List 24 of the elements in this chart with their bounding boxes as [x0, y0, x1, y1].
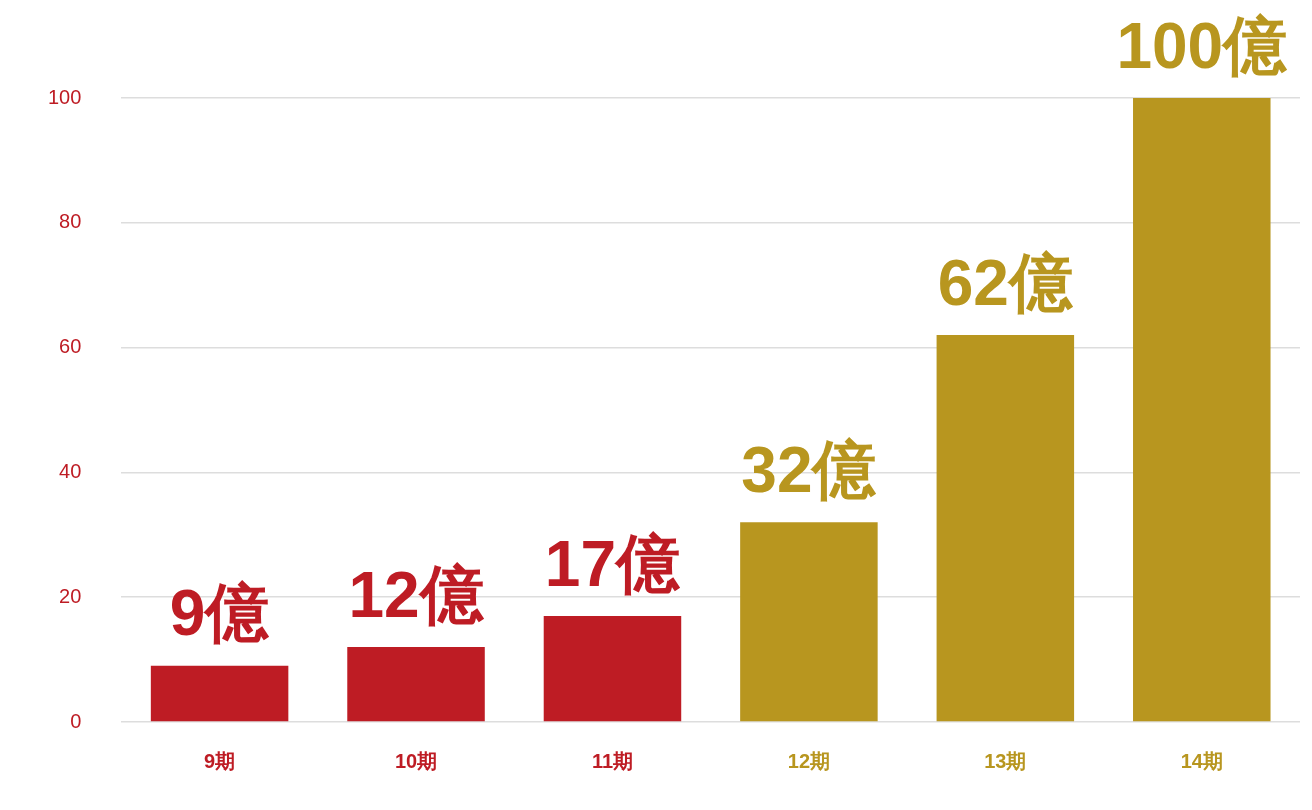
x-tick-label: 12期	[787, 749, 831, 772]
y-tick-label: 80	[59, 210, 82, 233]
bar	[740, 522, 878, 722]
bar	[936, 335, 1075, 722]
data-label: 100億	[1116, 9, 1289, 82]
bar	[150, 665, 289, 722]
y-tick-label: 100	[47, 85, 82, 108]
x-tick-label: 9期	[204, 749, 236, 772]
data-label: 12億	[348, 558, 485, 631]
data-label: 32億	[741, 433, 878, 506]
data-label: 17億	[544, 527, 682, 600]
y-tick-label: 0	[70, 709, 82, 732]
x-tick-label: 11期	[591, 749, 634, 772]
x-tick-label: 10期	[394, 749, 438, 772]
y-tick-label: 20	[59, 584, 82, 607]
y-tick-label: 40	[59, 459, 82, 482]
bar	[1133, 98, 1271, 722]
bar	[347, 647, 485, 722]
bar	[543, 615, 682, 722]
data-label: 62億	[937, 246, 1074, 319]
y-tick-label: 60	[59, 335, 82, 358]
data-label: 9億	[169, 577, 271, 650]
x-tick-label: 13期	[984, 749, 1027, 772]
x-tick-label: 14期	[1180, 749, 1223, 772]
